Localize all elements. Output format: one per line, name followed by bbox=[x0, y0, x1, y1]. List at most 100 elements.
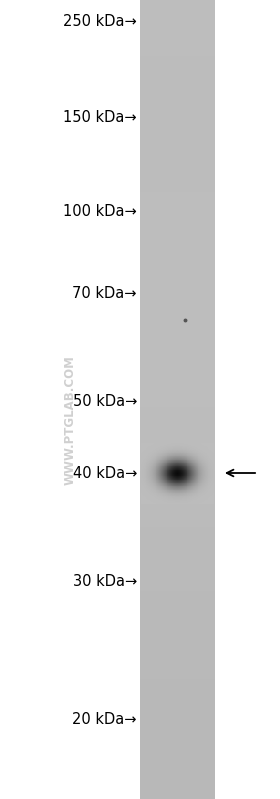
Bar bbox=[162, 476, 163, 478]
Bar bbox=[177, 477, 178, 479]
Bar bbox=[208, 472, 209, 473]
Bar bbox=[159, 482, 160, 483]
Bar bbox=[203, 480, 204, 481]
Bar bbox=[180, 450, 181, 451]
Bar bbox=[140, 775, 215, 784]
Bar bbox=[167, 467, 169, 468]
Bar bbox=[203, 499, 204, 500]
Bar bbox=[192, 492, 193, 493]
Bar bbox=[155, 495, 156, 497]
Bar bbox=[159, 501, 160, 502]
Bar bbox=[181, 476, 182, 478]
Bar bbox=[197, 450, 199, 451]
Bar bbox=[173, 484, 174, 485]
Bar bbox=[208, 459, 209, 460]
Bar bbox=[179, 501, 180, 502]
Bar bbox=[168, 479, 169, 480]
Bar bbox=[186, 483, 187, 484]
Bar bbox=[208, 457, 209, 458]
Bar bbox=[184, 467, 185, 468]
Bar bbox=[197, 490, 199, 491]
Bar bbox=[207, 482, 209, 483]
Bar bbox=[146, 501, 147, 502]
Bar bbox=[174, 492, 175, 493]
Bar bbox=[163, 494, 164, 495]
Bar bbox=[181, 454, 182, 455]
Bar bbox=[157, 449, 158, 450]
Bar bbox=[191, 498, 192, 499]
Bar bbox=[141, 495, 142, 496]
Bar bbox=[182, 490, 183, 491]
Bar bbox=[202, 469, 203, 470]
Bar bbox=[148, 489, 150, 490]
Bar bbox=[148, 460, 150, 461]
Bar bbox=[140, 631, 215, 640]
Bar bbox=[155, 449, 156, 450]
Bar bbox=[185, 459, 186, 460]
Bar bbox=[153, 475, 154, 477]
Bar bbox=[167, 486, 169, 487]
Bar bbox=[159, 475, 160, 477]
Bar bbox=[201, 468, 202, 469]
Bar bbox=[156, 455, 157, 456]
Bar bbox=[157, 468, 158, 469]
Bar bbox=[179, 495, 180, 497]
Bar bbox=[209, 455, 211, 457]
Bar bbox=[185, 456, 186, 457]
Bar bbox=[159, 455, 160, 457]
Bar bbox=[186, 449, 188, 450]
Bar bbox=[201, 494, 202, 495]
Bar bbox=[165, 489, 166, 490]
Bar bbox=[203, 479, 204, 480]
Bar bbox=[172, 444, 173, 445]
Bar bbox=[176, 499, 177, 500]
Bar bbox=[186, 493, 188, 494]
Bar bbox=[158, 493, 159, 494]
Bar bbox=[200, 458, 201, 459]
Bar bbox=[199, 483, 200, 484]
Bar bbox=[201, 495, 202, 497]
Bar bbox=[185, 474, 186, 475]
Bar bbox=[209, 450, 211, 451]
Bar bbox=[200, 501, 201, 502]
Bar bbox=[163, 459, 164, 460]
Bar bbox=[174, 454, 175, 455]
Bar bbox=[164, 443, 165, 444]
Bar bbox=[195, 498, 196, 499]
Bar bbox=[165, 485, 166, 486]
Bar bbox=[179, 483, 180, 484]
Bar bbox=[155, 451, 156, 452]
Bar bbox=[157, 458, 158, 459]
Bar bbox=[185, 463, 186, 464]
Bar bbox=[154, 480, 155, 481]
Bar bbox=[209, 479, 211, 480]
Bar bbox=[160, 495, 161, 497]
Bar bbox=[165, 467, 167, 468]
Bar bbox=[211, 488, 212, 489]
Bar bbox=[163, 465, 164, 466]
Bar bbox=[173, 452, 174, 454]
Bar bbox=[205, 479, 206, 480]
Bar bbox=[159, 457, 160, 458]
Bar bbox=[193, 449, 194, 450]
Bar bbox=[140, 511, 215, 520]
Bar bbox=[141, 447, 142, 448]
Bar bbox=[168, 448, 169, 449]
Bar bbox=[186, 498, 188, 499]
Bar bbox=[165, 494, 167, 495]
Bar bbox=[171, 475, 172, 477]
Bar bbox=[186, 492, 188, 493]
Bar bbox=[179, 462, 180, 463]
Bar bbox=[201, 475, 202, 476]
Bar bbox=[185, 473, 186, 474]
Bar bbox=[167, 473, 168, 475]
Bar bbox=[154, 449, 155, 450]
Bar bbox=[190, 495, 191, 497]
Bar bbox=[148, 451, 150, 452]
Bar bbox=[209, 447, 211, 448]
Bar bbox=[199, 452, 200, 454]
Bar bbox=[210, 483, 211, 484]
Bar bbox=[154, 489, 155, 490]
Bar bbox=[142, 470, 143, 471]
Bar bbox=[151, 443, 152, 444]
